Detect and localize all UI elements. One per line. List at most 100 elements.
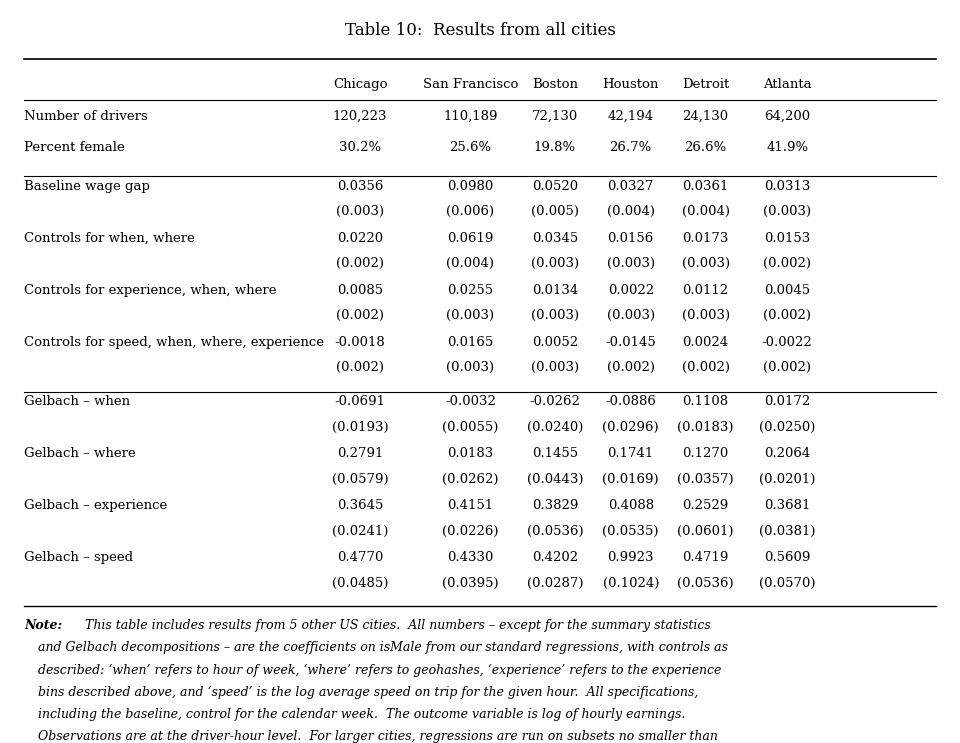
Text: -0.0018: -0.0018 xyxy=(335,336,385,348)
Text: 0.0327: 0.0327 xyxy=(608,180,654,192)
Text: Controls for speed, when, where, experience: Controls for speed, when, where, experie… xyxy=(24,336,324,348)
Text: 110,189: 110,189 xyxy=(444,110,497,123)
Text: 0.2529: 0.2529 xyxy=(683,499,729,512)
Text: 0.5609: 0.5609 xyxy=(764,551,810,564)
Text: 24,130: 24,130 xyxy=(683,110,729,123)
Text: 0.0980: 0.0980 xyxy=(447,180,493,192)
Text: 0.0345: 0.0345 xyxy=(532,232,578,244)
Text: 30.2%: 30.2% xyxy=(339,141,381,154)
Text: 26.7%: 26.7% xyxy=(610,141,652,154)
Text: 0.0134: 0.0134 xyxy=(532,284,578,296)
Text: 0.1108: 0.1108 xyxy=(683,395,729,408)
Text: (0.003): (0.003) xyxy=(607,309,655,322)
Text: Gelbach – experience: Gelbach – experience xyxy=(24,499,167,512)
Text: (0.003): (0.003) xyxy=(531,309,579,322)
Text: 72,130: 72,130 xyxy=(532,110,578,123)
Text: 0.0165: 0.0165 xyxy=(447,336,493,348)
Text: 0.1455: 0.1455 xyxy=(532,447,578,460)
Text: -0.0022: -0.0022 xyxy=(762,336,812,348)
Text: (0.0287): (0.0287) xyxy=(527,577,583,589)
Text: (0.0055): (0.0055) xyxy=(443,421,498,433)
Text: 0.3681: 0.3681 xyxy=(764,499,810,512)
Text: -0.0262: -0.0262 xyxy=(530,395,580,408)
Text: (0.003): (0.003) xyxy=(336,205,384,218)
Text: (0.002): (0.002) xyxy=(336,309,384,322)
Text: (0.002): (0.002) xyxy=(682,361,730,374)
Text: 42,194: 42,194 xyxy=(608,110,654,123)
Text: (0.006): (0.006) xyxy=(446,205,494,218)
Text: (0.0536): (0.0536) xyxy=(527,525,583,537)
Text: 0.0024: 0.0024 xyxy=(683,336,729,348)
Text: Baseline wage gap: Baseline wage gap xyxy=(24,180,150,192)
Text: 0.3645: 0.3645 xyxy=(337,499,383,512)
Text: (0.004): (0.004) xyxy=(682,205,730,218)
Text: (0.003): (0.003) xyxy=(763,205,811,218)
Text: Gelbach – where: Gelbach – where xyxy=(24,447,135,460)
Text: Number of drivers: Number of drivers xyxy=(24,110,148,123)
Text: 120,223: 120,223 xyxy=(333,110,387,123)
Text: (0.002): (0.002) xyxy=(763,361,811,374)
Text: (0.003): (0.003) xyxy=(531,361,579,374)
Text: (0.0201): (0.0201) xyxy=(759,473,815,485)
Text: (0.005): (0.005) xyxy=(531,205,579,218)
Text: 0.1741: 0.1741 xyxy=(608,447,654,460)
Text: 0.4770: 0.4770 xyxy=(337,551,383,564)
Text: 0.4202: 0.4202 xyxy=(532,551,578,564)
Text: (0.0536): (0.0536) xyxy=(678,577,733,589)
Text: (0.0601): (0.0601) xyxy=(678,525,733,537)
Text: Boston: Boston xyxy=(532,78,578,91)
Text: Houston: Houston xyxy=(603,78,659,91)
Text: 0.0172: 0.0172 xyxy=(764,395,810,408)
Text: -0.0145: -0.0145 xyxy=(606,336,656,348)
Text: (0.002): (0.002) xyxy=(607,361,655,374)
Text: 0.0052: 0.0052 xyxy=(532,336,578,348)
Text: 0.0356: 0.0356 xyxy=(337,180,383,192)
Text: (0.0579): (0.0579) xyxy=(332,473,388,485)
Text: (0.002): (0.002) xyxy=(336,361,384,374)
Text: (0.003): (0.003) xyxy=(682,309,730,322)
Text: Observations are at the driver-hour level.  For larger cities, regressions are r: Observations are at the driver-hour leve… xyxy=(38,730,718,743)
Text: Note:: Note: xyxy=(24,619,62,632)
Text: Gelbach – when: Gelbach – when xyxy=(24,395,131,408)
Text: (0.002): (0.002) xyxy=(763,257,811,270)
Text: (0.0395): (0.0395) xyxy=(443,577,498,589)
Text: Controls for experience, when, where: Controls for experience, when, where xyxy=(24,284,276,296)
Text: 0.0619: 0.0619 xyxy=(447,232,493,244)
Text: 0.2064: 0.2064 xyxy=(764,447,810,460)
Text: (0.0357): (0.0357) xyxy=(678,473,733,485)
Text: (0.0381): (0.0381) xyxy=(759,525,815,537)
Text: (0.002): (0.002) xyxy=(763,309,811,322)
Text: described: ‘when’ refers to hour of week, ‘where’ refers to geohashes, ‘experien: described: ‘when’ refers to hour of week… xyxy=(38,663,722,677)
Text: (0.0240): (0.0240) xyxy=(527,421,583,433)
Text: (0.1024): (0.1024) xyxy=(603,577,659,589)
Text: Atlanta: Atlanta xyxy=(763,78,811,91)
Text: -0.0886: -0.0886 xyxy=(606,395,656,408)
Text: 0.1270: 0.1270 xyxy=(683,447,729,460)
Text: Chicago: Chicago xyxy=(333,78,387,91)
Text: (0.0241): (0.0241) xyxy=(332,525,388,537)
Text: 0.2791: 0.2791 xyxy=(337,447,383,460)
Text: San Francisco: San Francisco xyxy=(422,78,518,91)
Text: (0.0535): (0.0535) xyxy=(603,525,659,537)
Text: 26.6%: 26.6% xyxy=(684,141,727,154)
Text: (0.003): (0.003) xyxy=(607,257,655,270)
Text: (0.0443): (0.0443) xyxy=(527,473,583,485)
Text: 0.0220: 0.0220 xyxy=(337,232,383,244)
Text: This table includes results from 5 other US cities.  All numbers – except for th: This table includes results from 5 other… xyxy=(77,619,710,632)
Text: 0.0255: 0.0255 xyxy=(447,284,493,296)
Text: (0.0169): (0.0169) xyxy=(603,473,659,485)
Text: (0.0485): (0.0485) xyxy=(332,577,388,589)
Text: (0.004): (0.004) xyxy=(446,257,494,270)
Text: (0.0570): (0.0570) xyxy=(759,577,815,589)
Text: Controls for when, where: Controls for when, where xyxy=(24,232,195,244)
Text: 0.4330: 0.4330 xyxy=(447,551,493,564)
Text: 0.4088: 0.4088 xyxy=(608,499,654,512)
Text: 41.9%: 41.9% xyxy=(766,141,808,154)
Text: 0.0045: 0.0045 xyxy=(764,284,810,296)
Text: Detroit: Detroit xyxy=(682,78,730,91)
Text: 0.0173: 0.0173 xyxy=(683,232,729,244)
Text: 0.0112: 0.0112 xyxy=(683,284,729,296)
Text: 0.0183: 0.0183 xyxy=(447,447,493,460)
Text: (0.0296): (0.0296) xyxy=(603,421,659,433)
Text: 25.6%: 25.6% xyxy=(449,141,492,154)
